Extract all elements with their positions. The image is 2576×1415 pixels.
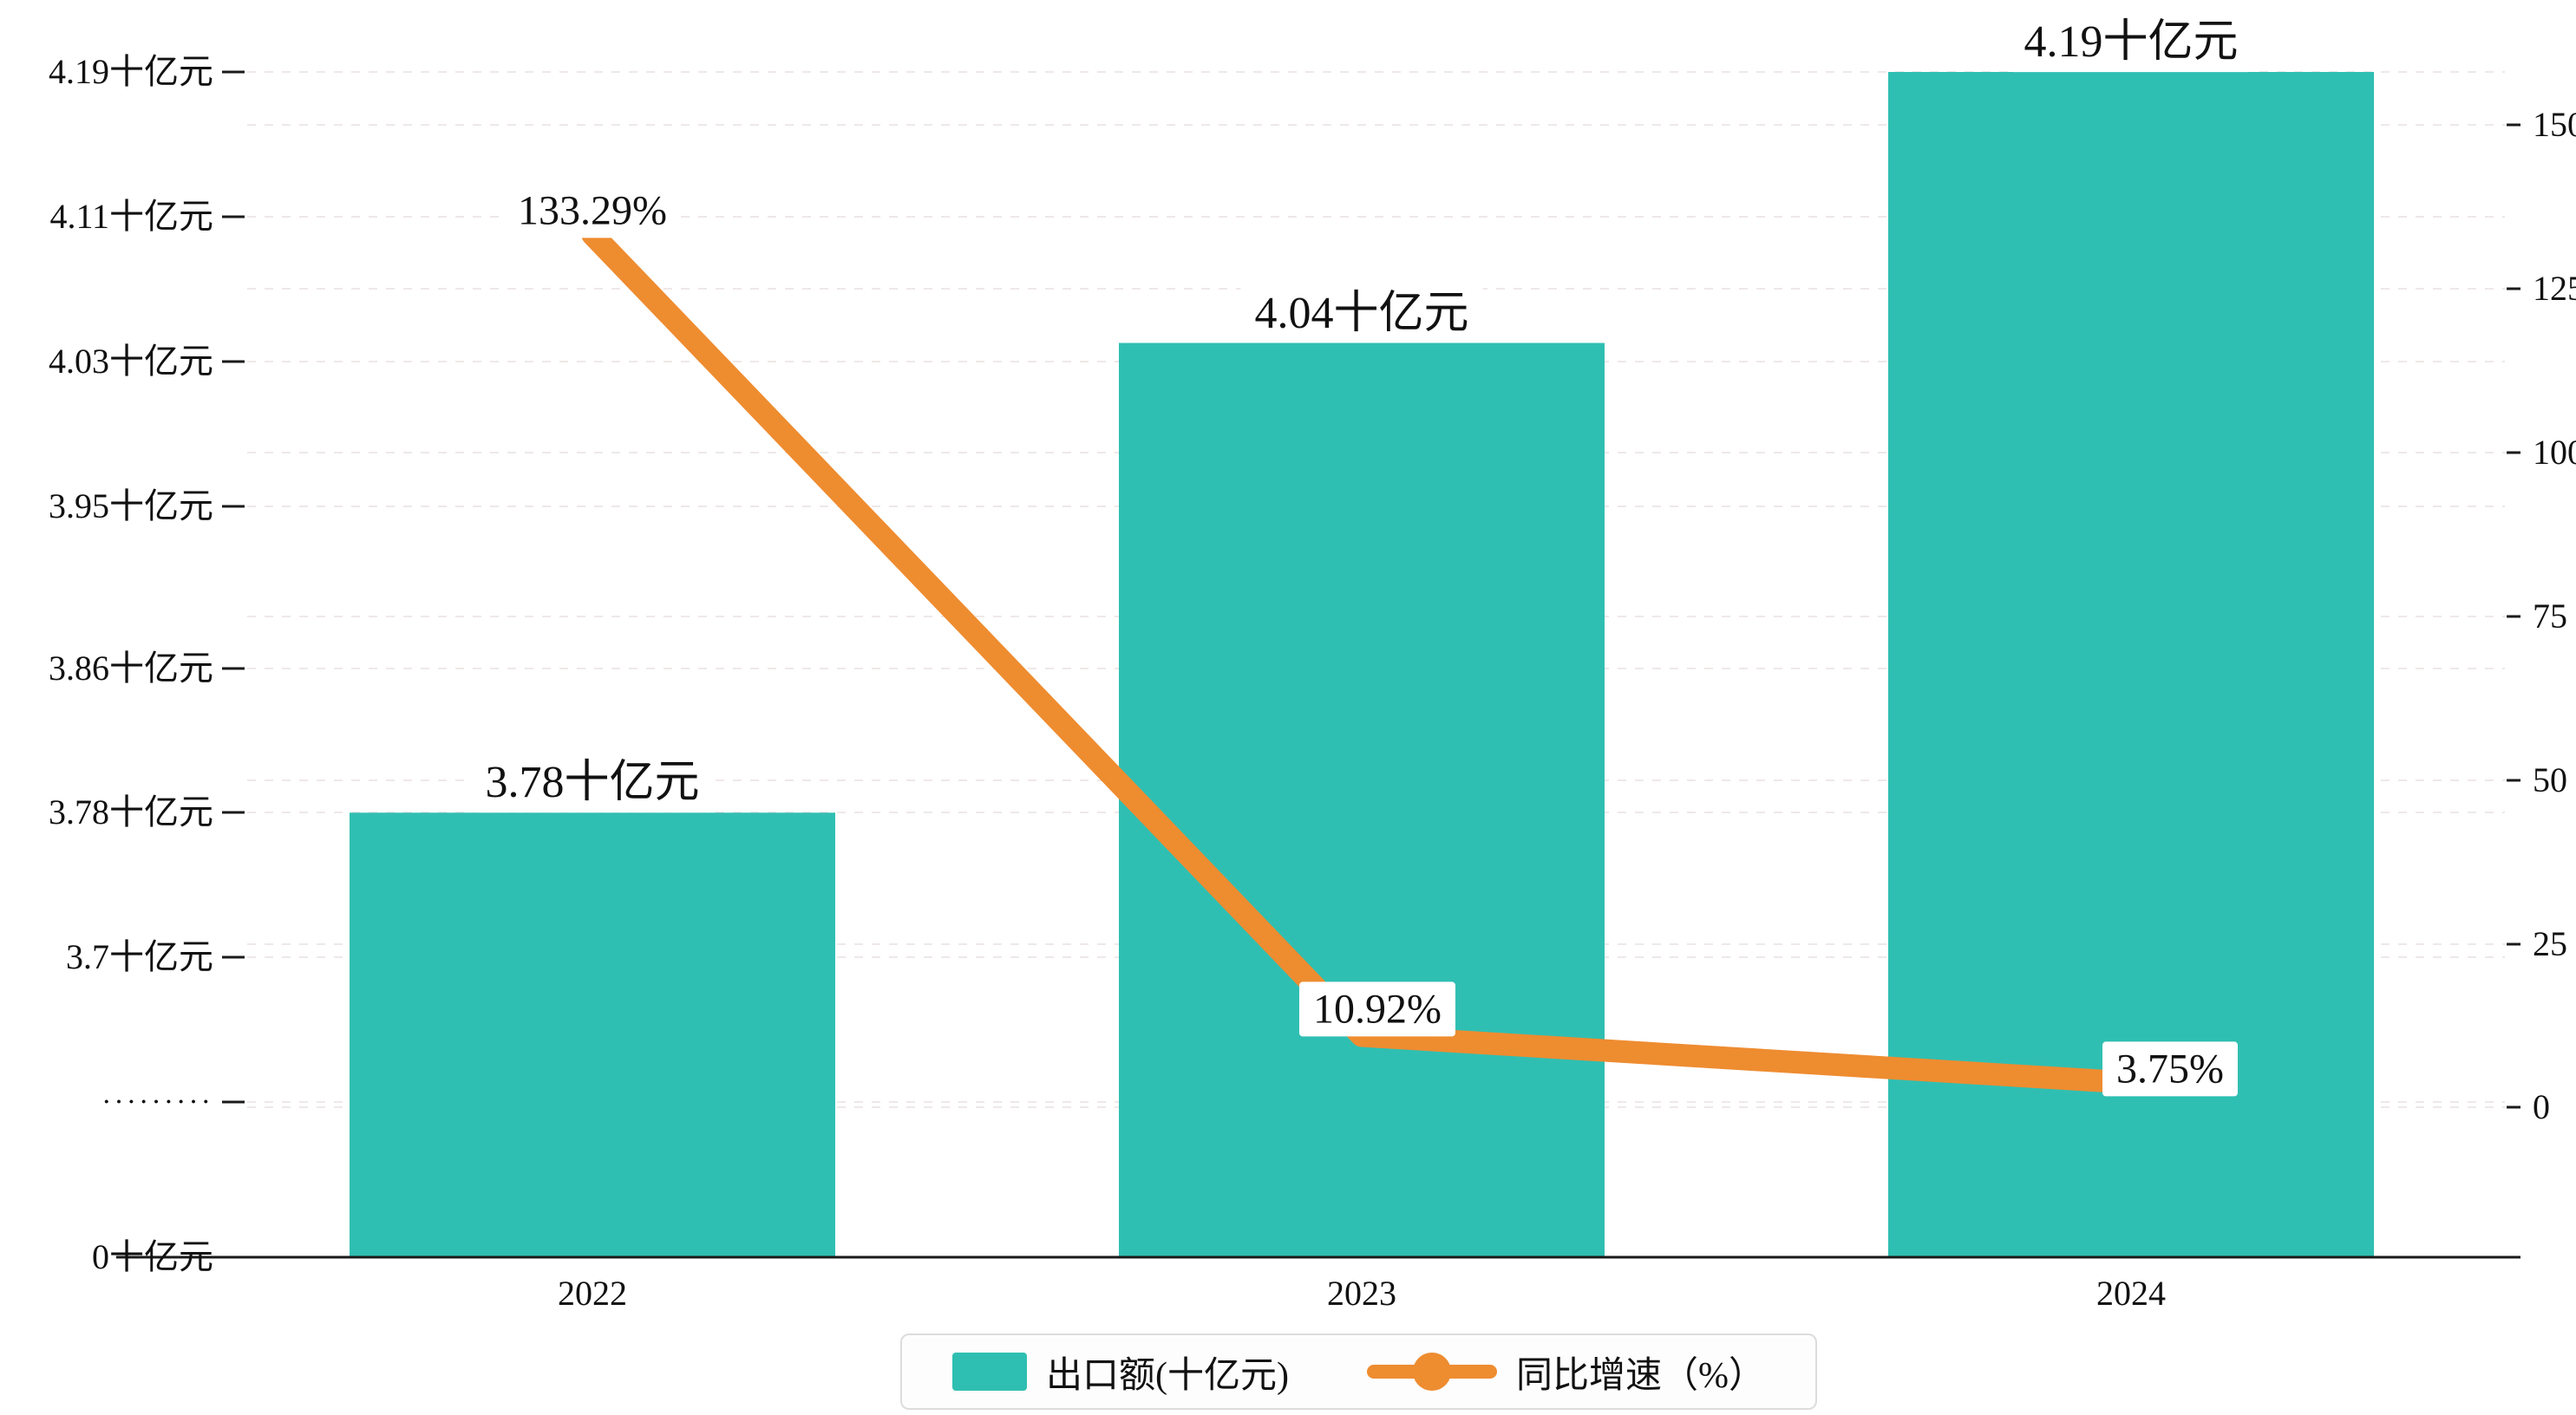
bar-2022	[350, 812, 835, 1257]
legend: 出口额(十亿元) 同比增速（%）	[900, 1333, 1817, 1410]
bar-series-swatch	[952, 1353, 1027, 1391]
line-marker-dot	[1412, 1353, 1451, 1391]
legend-label-export: 出口额(十亿元)	[1046, 1355, 1289, 1396]
line-series-marker	[1366, 1353, 1497, 1391]
legend-item-growth-line[interactable]: 同比增速（%）	[1366, 1346, 1765, 1399]
legend-label-growth: 同比增速（%）	[1515, 1355, 1765, 1396]
bar-2023	[1119, 342, 1605, 1257]
legend-item-export-bar[interactable]: 出口额(十亿元)	[952, 1346, 1289, 1399]
